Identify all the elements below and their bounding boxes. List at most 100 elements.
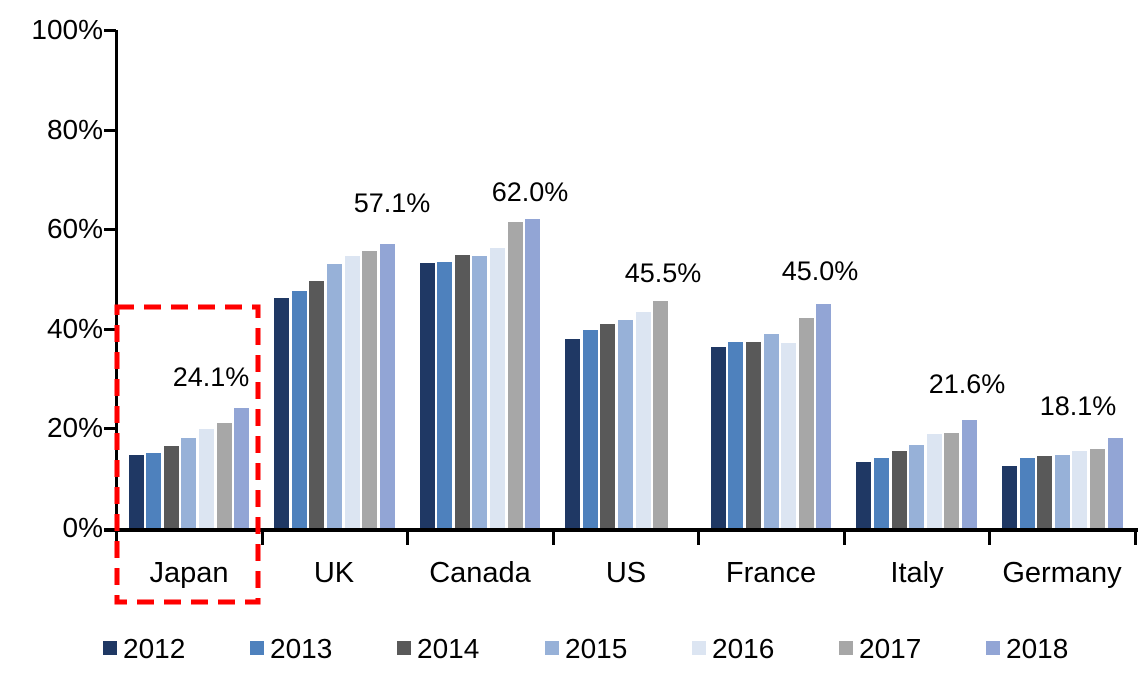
bar-canada-2013 <box>437 262 453 528</box>
y-axis-tick-label: 40% <box>46 313 103 344</box>
bar-japan-2014 <box>163 446 179 528</box>
bar-japan-2013 <box>146 453 162 528</box>
bar-us-2014 <box>600 323 616 528</box>
bar-italy-2012 <box>856 462 872 528</box>
x-axis-tick <box>406 532 409 545</box>
legend-swatch-2013 <box>250 641 264 655</box>
x-axis-label-germany: Germany <box>1002 557 1122 589</box>
bar-canada-2016 <box>490 248 505 528</box>
y-axis-tick-label: 100% <box>31 14 103 45</box>
x-axis-tick <box>115 532 118 545</box>
legend-item-2015: 2015 <box>545 634 665 664</box>
y-axis-tick-label: 20% <box>46 412 103 443</box>
legend-item-2018: 2018 <box>986 634 1106 664</box>
x-axis-label-france: France <box>725 557 817 589</box>
bar-japan-2012 <box>128 455 144 528</box>
legend-swatch-2018 <box>986 641 1000 655</box>
legend-item-2012: 2012 <box>103 634 223 664</box>
legend-label: 2017 <box>859 633 922 664</box>
y-axis-tick-label: 0% <box>62 512 103 543</box>
bar-germany-2013 <box>1019 458 1035 528</box>
x-axis-tick <box>261 532 264 545</box>
data-label-canada: 62.0% <box>491 177 569 207</box>
bar-germany-2014 <box>1037 456 1053 528</box>
bar-japan-2017 <box>216 423 232 528</box>
bar-uk-2016 <box>344 256 360 528</box>
legend-swatch-2014 <box>397 641 411 655</box>
data-label-germany: 18.1% <box>1039 391 1117 421</box>
bar-uk-2015 <box>326 264 342 528</box>
bar-france-2014 <box>746 341 761 528</box>
legend-swatch-2016 <box>692 641 706 655</box>
y-axis-tick <box>104 29 116 32</box>
bar-japan-2015 <box>181 438 197 528</box>
bar-canada-2018 <box>525 219 541 528</box>
bar-us-2015 <box>618 319 633 528</box>
y-axis-tick <box>104 328 116 331</box>
x-axis-label-uk: UK <box>313 557 355 589</box>
x-axis-label-italy: Italy <box>890 557 944 589</box>
legend-item-2013: 2013 <box>250 634 370 664</box>
bar-italy-2014 <box>891 451 907 528</box>
bar-us-2017 <box>653 301 669 528</box>
bar-us-2013 <box>582 329 598 528</box>
bar-uk-2014 <box>309 281 325 528</box>
bar-germany-2015 <box>1054 455 1070 528</box>
x-axis-label-canada: Canada <box>429 557 531 589</box>
bar-france-2015 <box>763 333 779 528</box>
bar-japan-2016 <box>198 429 214 528</box>
bar-canada-2015 <box>472 256 488 528</box>
x-axis-label-japan: Japan <box>149 557 229 589</box>
bar-germany-2012 <box>1001 466 1017 528</box>
x-axis-label-us: US <box>605 557 647 589</box>
legend-label: 2014 <box>417 633 480 664</box>
bar-italy-2015 <box>909 445 925 528</box>
legend-item-2016: 2016 <box>692 634 812 664</box>
y-axis-tick-label: 80% <box>46 114 103 145</box>
bar-france-2017 <box>798 317 814 528</box>
legend-item-2017: 2017 <box>839 634 959 664</box>
x-axis-tick <box>552 532 555 545</box>
bar-uk-2018 <box>379 243 395 528</box>
bar-canada-2014 <box>454 255 470 528</box>
legend-swatch-2017 <box>839 641 853 655</box>
y-axis-tick <box>104 129 116 132</box>
chart-legend: 2012 2013 2014 2015 2016 2017 2018 <box>0 634 1142 668</box>
x-axis-line <box>104 528 1138 532</box>
x-axis-tick <box>1134 532 1137 545</box>
bar-germany-2016 <box>1072 451 1088 528</box>
legend-label: 2018 <box>1006 633 1069 664</box>
bar-italy-2013 <box>874 458 889 528</box>
legend-swatch-2015 <box>545 641 559 655</box>
bar-japan-2018 <box>234 408 250 528</box>
legend-item-2014: 2014 <box>397 634 517 664</box>
x-axis-tick <box>843 532 846 545</box>
legend-label: 2016 <box>712 633 775 664</box>
legend-label: 2015 <box>565 633 628 664</box>
data-label-uk: 57.1% <box>353 188 431 218</box>
data-label-japan: 24.1% <box>172 362 250 392</box>
bar-germany-2018 <box>1107 437 1123 528</box>
legend-swatch-2012 <box>103 641 117 655</box>
data-label-italy: 21.6% <box>928 369 1006 399</box>
y-axis-line <box>115 30 118 532</box>
bar-germany-2017 <box>1089 449 1105 528</box>
bar-france-2016 <box>781 342 797 528</box>
bar-france-2013 <box>728 341 744 528</box>
bar-uk-2013 <box>291 291 307 528</box>
data-label-us: 45.5% <box>624 258 702 288</box>
y-axis-tick-label: 60% <box>46 213 103 244</box>
bar-france-2018 <box>816 303 832 528</box>
bar-us-2016 <box>635 311 651 528</box>
bar-france-2012 <box>710 346 726 528</box>
bar-us-2012 <box>565 338 581 528</box>
bar-italy-2018 <box>962 420 977 528</box>
x-axis-tick <box>988 532 991 545</box>
legend-label: 2013 <box>270 633 333 664</box>
y-axis-tick <box>104 427 116 430</box>
bar-uk-2012 <box>274 297 290 528</box>
data-label-france: 45.0% <box>781 256 859 286</box>
y-axis-tick <box>104 228 116 231</box>
bar-canada-2012 <box>419 263 435 528</box>
